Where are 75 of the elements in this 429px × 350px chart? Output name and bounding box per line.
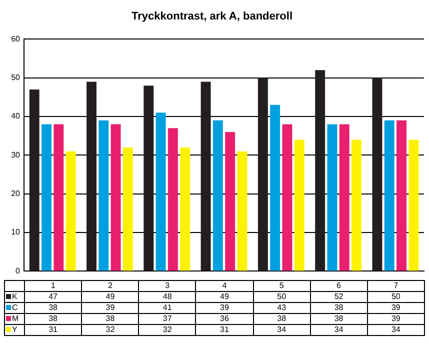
legend-label: C — [12, 303, 18, 312]
data-label: 31 — [196, 324, 254, 336]
bar — [282, 124, 292, 271]
data-label: 32 — [82, 324, 139, 336]
bar — [315, 70, 326, 271]
y-tick-label: 10 — [11, 228, 21, 237]
bar — [396, 120, 406, 271]
data-label: 37 — [138, 314, 196, 324]
data-label: 38 — [24, 314, 82, 324]
bar — [54, 124, 64, 271]
bar — [237, 151, 248, 271]
bar — [168, 128, 178, 271]
data-label: 38 — [253, 314, 310, 324]
data-label: 39 — [82, 302, 139, 314]
bar — [294, 140, 304, 271]
data-label: 48 — [138, 292, 196, 302]
bar — [200, 82, 211, 271]
y-tick-label: 50 — [11, 73, 21, 82]
bar — [29, 89, 40, 271]
data-label: 47 — [24, 292, 82, 302]
bar — [144, 86, 154, 271]
data-label: 50 — [367, 292, 424, 302]
bar — [42, 124, 52, 271]
y-tick-label: 60 — [11, 34, 21, 44]
bar — [110, 124, 121, 271]
y-tick-label: 40 — [11, 112, 21, 121]
data-label: 52 — [310, 292, 368, 302]
bar — [180, 147, 190, 271]
chart-title: Tryckkontrast, ark A, banderoll — [132, 10, 292, 23]
data-label: 31 — [24, 324, 82, 336]
legend-label: M — [12, 314, 19, 323]
data-label: 49 — [82, 292, 139, 302]
x-tick-label: 2 — [82, 280, 139, 292]
bar — [212, 120, 223, 271]
y-tick-label: 30 — [11, 150, 21, 160]
data-label: 34 — [367, 324, 424, 336]
bar — [384, 120, 394, 271]
bar — [372, 78, 382, 271]
data-label: 39 — [367, 302, 424, 314]
data-label: 36 — [196, 314, 254, 324]
bar — [327, 124, 338, 271]
data-label: 34 — [253, 324, 310, 336]
data-label: 38 — [24, 302, 82, 314]
bar — [258, 78, 268, 271]
bar — [156, 112, 166, 271]
bar — [86, 82, 96, 271]
data-label: 38 — [82, 314, 139, 324]
x-tick-label: 5 — [253, 280, 310, 292]
data-label: 43 — [253, 302, 310, 314]
data-label: 39 — [367, 314, 424, 324]
x-tick-label: 4 — [196, 280, 254, 292]
x-tick-label: 6 — [310, 280, 368, 292]
data-label: 39 — [196, 302, 254, 314]
bar — [352, 140, 362, 271]
legend-label: Y — [12, 325, 18, 334]
x-tick-label: 1 — [24, 280, 82, 292]
data-label: 50 — [253, 292, 310, 302]
bar — [98, 120, 109, 271]
data-label: 32 — [138, 324, 196, 336]
x-tick-label: 7 — [367, 280, 424, 292]
data-label: 49 — [196, 292, 254, 302]
bar — [122, 147, 133, 271]
bar — [225, 132, 236, 271]
bar — [408, 140, 419, 271]
data-label: 38 — [310, 302, 368, 314]
data-label: 34 — [310, 324, 368, 336]
legend-label: K — [12, 292, 18, 301]
bar — [270, 104, 280, 271]
x-tick-label: 3 — [138, 280, 196, 292]
bar — [66, 151, 76, 271]
data-label: 38 — [310, 314, 368, 324]
y-tick-label: 20 — [11, 189, 21, 198]
data-label: 41 — [138, 302, 196, 314]
bar — [339, 124, 350, 271]
y-tick-label: 0 — [16, 266, 21, 276]
